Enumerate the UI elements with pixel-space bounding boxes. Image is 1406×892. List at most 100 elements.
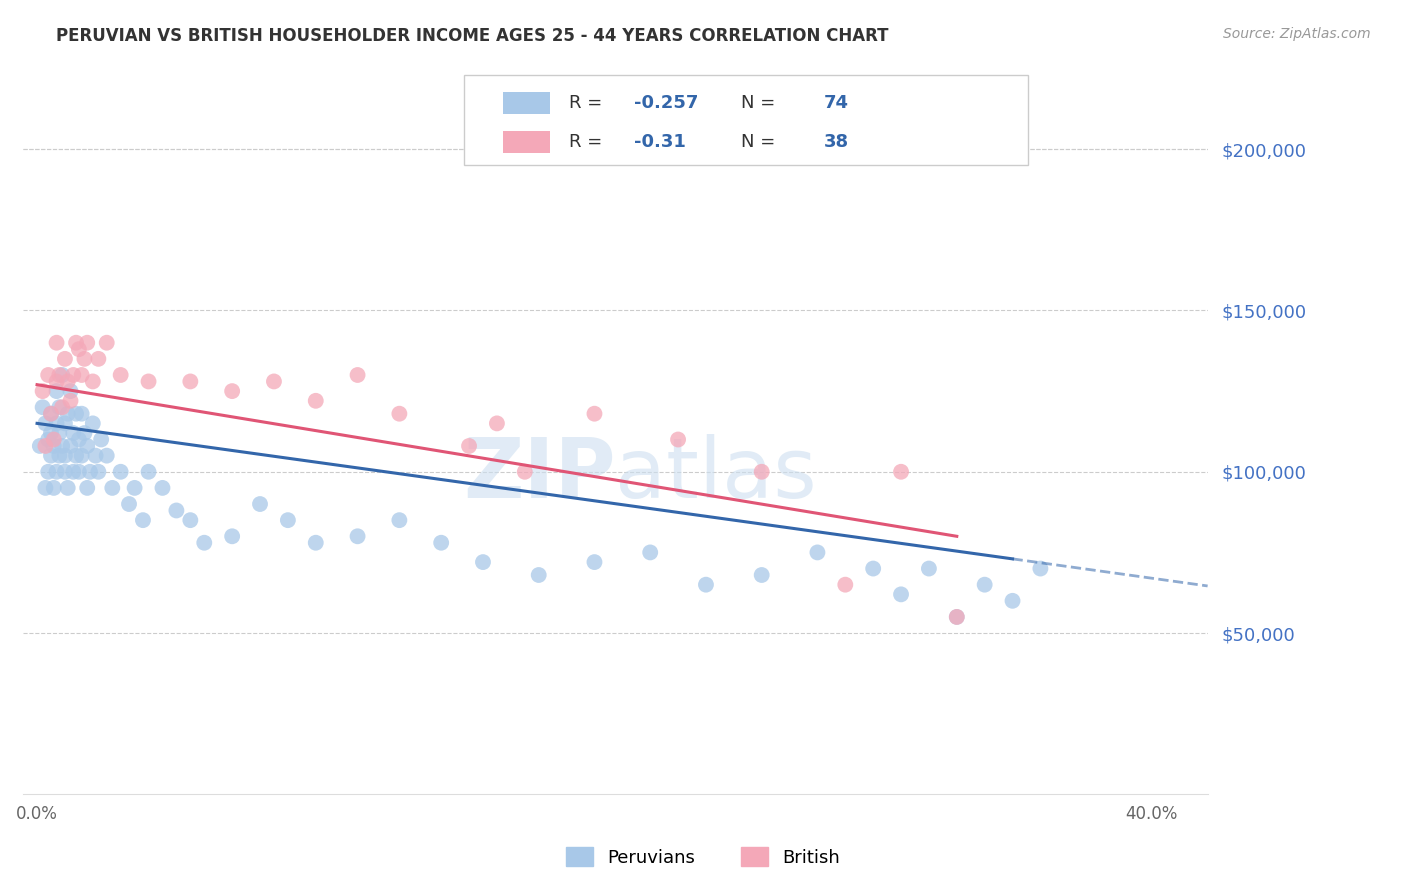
- Text: PERUVIAN VS BRITISH HOUSEHOLDER INCOME AGES 25 - 44 YEARS CORRELATION CHART: PERUVIAN VS BRITISH HOUSEHOLDER INCOME A…: [56, 27, 889, 45]
- Text: N =: N =: [741, 133, 780, 151]
- Point: [193, 535, 215, 549]
- Point: [263, 375, 285, 389]
- Point: [110, 465, 132, 479]
- Point: [1029, 561, 1052, 575]
- Point: [48, 425, 70, 440]
- Point: [101, 481, 124, 495]
- Point: [67, 465, 90, 479]
- Point: [48, 449, 70, 463]
- Legend: Peruvians, British: Peruvians, British: [557, 838, 849, 876]
- Point: [34, 481, 56, 495]
- Point: [946, 610, 969, 624]
- Point: [37, 368, 59, 382]
- Point: [84, 449, 107, 463]
- Point: [118, 497, 141, 511]
- Point: [59, 384, 82, 398]
- Point: [138, 465, 160, 479]
- Point: [388, 513, 411, 527]
- Point: [42, 439, 65, 453]
- Point: [76, 439, 98, 453]
- Point: [65, 449, 87, 463]
- Point: [430, 535, 453, 549]
- Point: [56, 407, 79, 421]
- Point: [249, 497, 271, 511]
- Point: [1001, 594, 1024, 608]
- Text: Source: ZipAtlas.com: Source: ZipAtlas.com: [1223, 27, 1371, 41]
- Point: [45, 417, 67, 431]
- Point: [346, 368, 368, 382]
- Point: [277, 513, 299, 527]
- Point: [42, 481, 65, 495]
- Point: [458, 439, 481, 453]
- Point: [132, 513, 155, 527]
- Point: [82, 417, 104, 431]
- Point: [834, 577, 856, 591]
- Point: [751, 465, 773, 479]
- Point: [87, 351, 110, 366]
- Point: [527, 568, 550, 582]
- Point: [53, 465, 76, 479]
- Point: [751, 568, 773, 582]
- Point: [65, 407, 87, 421]
- Point: [34, 417, 56, 431]
- Point: [96, 449, 118, 463]
- Point: [806, 545, 828, 559]
- Point: [67, 433, 90, 447]
- Point: [53, 351, 76, 366]
- Point: [73, 351, 96, 366]
- Point: [45, 465, 67, 479]
- Point: [51, 368, 73, 382]
- Point: [31, 401, 53, 415]
- Point: [62, 465, 84, 479]
- Text: 38: 38: [824, 133, 849, 151]
- Point: [45, 375, 67, 389]
- Point: [388, 407, 411, 421]
- Text: -0.257: -0.257: [634, 94, 699, 112]
- Point: [37, 433, 59, 447]
- Point: [70, 368, 93, 382]
- Point: [73, 425, 96, 440]
- Point: [638, 545, 661, 559]
- Point: [583, 555, 606, 569]
- Text: R =: R =: [569, 94, 609, 112]
- Point: [39, 407, 62, 421]
- Point: [695, 577, 717, 591]
- Point: [485, 417, 508, 431]
- Point: [31, 384, 53, 398]
- Text: atlas: atlas: [616, 434, 817, 516]
- Point: [56, 481, 79, 495]
- Point: [513, 465, 536, 479]
- Point: [45, 384, 67, 398]
- Text: 74: 74: [824, 94, 849, 112]
- Point: [56, 375, 79, 389]
- Point: [221, 384, 243, 398]
- Point: [42, 433, 65, 447]
- FancyBboxPatch shape: [503, 131, 550, 153]
- Point: [59, 439, 82, 453]
- Point: [96, 335, 118, 350]
- Point: [62, 425, 84, 440]
- Point: [862, 561, 884, 575]
- FancyBboxPatch shape: [464, 75, 1028, 165]
- Point: [890, 587, 912, 601]
- Point: [305, 393, 328, 408]
- Point: [583, 407, 606, 421]
- Point: [45, 335, 67, 350]
- Point: [62, 368, 84, 382]
- Point: [124, 481, 146, 495]
- Point: [48, 401, 70, 415]
- Text: R =: R =: [569, 133, 609, 151]
- Point: [79, 465, 101, 479]
- Point: [34, 439, 56, 453]
- Point: [76, 481, 98, 495]
- Point: [138, 375, 160, 389]
- Point: [59, 393, 82, 408]
- Point: [973, 577, 995, 591]
- Point: [472, 555, 495, 569]
- Point: [53, 449, 76, 463]
- Point: [65, 335, 87, 350]
- Point: [39, 449, 62, 463]
- Point: [82, 375, 104, 389]
- Point: [165, 503, 187, 517]
- FancyBboxPatch shape: [503, 92, 550, 113]
